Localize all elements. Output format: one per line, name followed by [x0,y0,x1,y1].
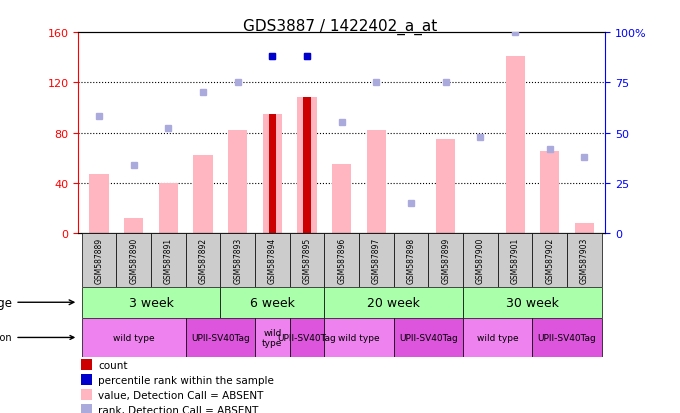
Text: GSM587896: GSM587896 [337,237,346,283]
Text: 30 week: 30 week [506,296,559,309]
Text: GSM587903: GSM587903 [580,237,589,283]
Bar [82,233,116,287]
Bar [575,223,594,233]
Bar [463,233,498,287]
Bar [303,98,311,233]
Bar [532,233,567,287]
Bar [90,175,109,233]
Bar [255,318,290,357]
Bar [186,233,220,287]
Bar [324,233,359,287]
Bar [186,318,255,357]
Bar [359,233,394,287]
Bar [81,359,92,370]
Bar [324,287,463,318]
Text: UPII-SV40Tag: UPII-SV40Tag [399,333,458,342]
Text: GSM587890: GSM587890 [129,237,138,283]
Bar [394,318,463,357]
Bar [394,233,428,287]
Text: GSM587891: GSM587891 [164,237,173,283]
Text: GSM587892: GSM587892 [199,237,207,283]
Text: UPII-SV40Tag: UPII-SV40Tag [191,333,250,342]
Text: age: age [0,296,74,309]
Bar [82,287,220,318]
Text: 3 week: 3 week [129,296,173,309]
Bar [228,131,248,233]
Bar [290,318,324,357]
Bar [324,318,394,357]
Text: 6 week: 6 week [250,296,295,309]
Bar [81,389,92,400]
Text: GSM587900: GSM587900 [476,237,485,283]
Text: GSM587901: GSM587901 [511,237,520,283]
Bar [436,140,455,233]
Bar [116,233,151,287]
Text: GSM587894: GSM587894 [268,237,277,283]
Text: genotype/variation: genotype/variation [0,332,74,343]
Bar [540,152,559,233]
Bar [297,98,317,233]
Bar [290,233,324,287]
Bar [505,57,524,233]
Bar [269,114,276,233]
Bar [81,404,92,413]
Bar [159,183,178,233]
Bar [263,114,282,233]
Text: GDS3887 / 1422402_a_at: GDS3887 / 1422402_a_at [243,19,437,35]
Text: GSM587889: GSM587889 [95,237,103,283]
Text: UPII-SV40Tag: UPII-SV40Tag [538,333,596,342]
Bar [332,164,352,233]
Bar [82,318,186,357]
Bar [367,131,386,233]
Bar [220,233,255,287]
Text: wild type: wild type [113,333,154,342]
Text: wild type: wild type [338,333,380,342]
Text: percentile rank within the sample: percentile rank within the sample [98,375,274,385]
Text: count: count [98,360,128,370]
Bar [194,156,213,233]
Text: 20 week: 20 week [367,296,420,309]
Text: GSM587895: GSM587895 [303,237,311,283]
Bar [151,233,186,287]
Bar [124,218,143,233]
Text: value, Detection Call = ABSENT: value, Detection Call = ABSENT [98,390,264,400]
Text: UPII-SV40Tag: UPII-SV40Tag [277,333,337,342]
Text: GSM587902: GSM587902 [545,237,554,283]
Bar [220,287,324,318]
Bar [81,374,92,385]
Text: wild
type: wild type [262,328,283,347]
Bar [428,233,463,287]
Text: GSM587899: GSM587899 [441,237,450,283]
Text: rank, Detection Call = ABSENT: rank, Detection Call = ABSENT [98,405,258,413]
Bar [463,287,602,318]
Text: wild type: wild type [477,333,519,342]
Bar [498,233,532,287]
Bar [532,318,602,357]
Bar [255,233,290,287]
Bar [463,318,532,357]
Text: GSM587898: GSM587898 [407,237,415,283]
Text: GSM587893: GSM587893 [233,237,242,283]
Text: GSM587897: GSM587897 [372,237,381,283]
Bar [567,233,602,287]
